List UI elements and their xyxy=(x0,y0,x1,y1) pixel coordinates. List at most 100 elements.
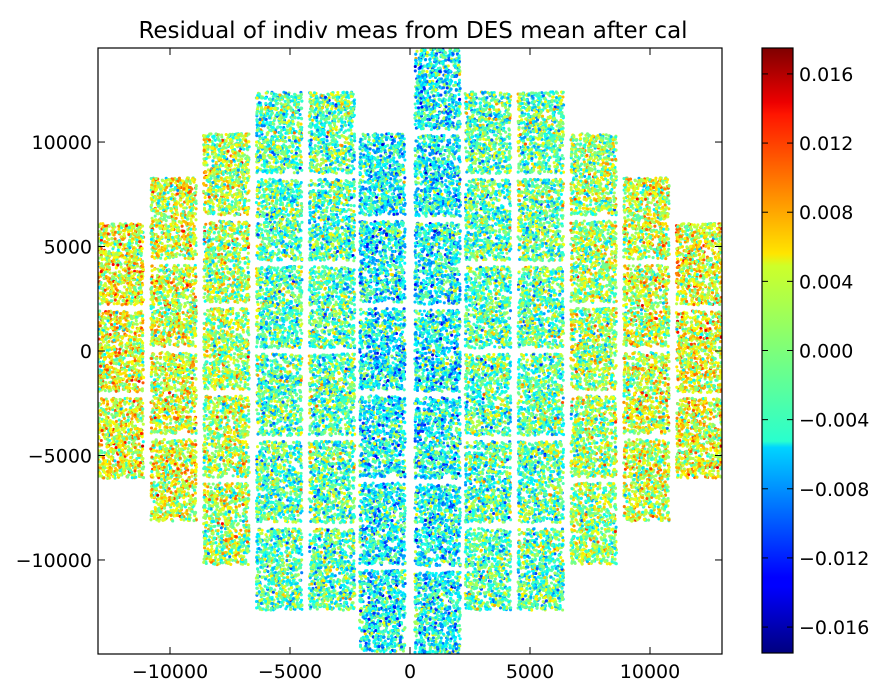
data-point xyxy=(178,177,181,180)
data-point xyxy=(141,236,144,239)
data-point xyxy=(116,369,119,372)
data-point xyxy=(119,398,122,401)
data-point xyxy=(185,410,188,413)
data-point xyxy=(117,248,120,251)
data-point xyxy=(157,250,160,253)
data-point xyxy=(170,442,173,445)
data-point xyxy=(138,287,141,290)
data-point xyxy=(170,271,173,274)
data-point xyxy=(173,247,176,250)
data-point xyxy=(154,329,157,332)
data-point xyxy=(128,252,131,255)
data-point xyxy=(193,502,196,505)
data-point xyxy=(180,325,183,328)
data-point xyxy=(160,386,163,389)
data-point xyxy=(135,355,138,358)
data-point xyxy=(128,242,131,245)
data-point xyxy=(194,367,197,370)
data-point xyxy=(110,294,113,297)
data-point xyxy=(122,224,125,227)
data-point xyxy=(185,443,188,446)
data-point xyxy=(168,331,171,334)
data-point xyxy=(130,255,133,258)
data-point xyxy=(159,356,162,359)
data-point xyxy=(118,274,121,277)
data-point xyxy=(189,303,192,306)
data-point xyxy=(160,231,163,234)
data-point xyxy=(112,311,115,314)
data-point xyxy=(151,330,154,333)
data-point xyxy=(139,397,142,400)
data-point xyxy=(172,504,175,507)
data-point xyxy=(123,417,126,420)
data-point xyxy=(100,451,103,454)
data-point xyxy=(159,227,162,230)
data-point xyxy=(142,368,145,371)
data-point xyxy=(181,371,184,374)
data-point xyxy=(161,519,164,522)
data-point xyxy=(120,428,123,431)
data-point xyxy=(194,451,197,454)
data-point xyxy=(119,445,122,448)
data-point xyxy=(155,221,158,224)
data-point xyxy=(122,421,125,424)
data-point xyxy=(100,379,103,382)
data-point xyxy=(141,341,144,344)
data-point xyxy=(153,484,156,487)
data-point xyxy=(193,323,196,326)
data-point xyxy=(135,433,138,436)
data-point xyxy=(100,236,103,239)
data-point xyxy=(181,377,184,380)
data-point xyxy=(191,387,194,390)
data-point xyxy=(163,507,166,510)
data-point xyxy=(128,374,131,377)
data-point xyxy=(107,303,110,306)
data-point xyxy=(180,331,183,334)
data-point xyxy=(120,424,123,427)
data-point xyxy=(185,493,188,496)
data-point xyxy=(172,308,175,311)
data-point xyxy=(167,236,170,239)
data-point xyxy=(150,389,153,392)
data-point xyxy=(105,312,108,315)
data-point xyxy=(181,248,184,251)
data-point xyxy=(141,328,144,331)
data-point xyxy=(174,181,177,184)
data-point xyxy=(190,354,193,357)
data-point xyxy=(150,366,153,369)
data-point xyxy=(106,470,109,473)
data-point xyxy=(105,229,108,232)
data-point xyxy=(188,266,191,269)
data-point xyxy=(119,263,122,266)
data-point xyxy=(168,216,171,219)
data-point xyxy=(123,294,126,297)
data-point xyxy=(185,403,188,406)
data-point xyxy=(188,438,191,441)
data-point xyxy=(174,421,177,424)
data-point xyxy=(100,338,103,341)
data-point xyxy=(127,419,130,422)
data-point xyxy=(118,252,121,255)
data-point xyxy=(191,510,194,513)
data-point xyxy=(182,399,185,402)
data-point xyxy=(122,453,125,456)
data-point xyxy=(185,379,188,382)
data-point xyxy=(135,242,138,245)
data-point xyxy=(171,218,174,221)
data-point xyxy=(179,382,182,385)
data-point xyxy=(150,305,153,308)
data-point xyxy=(131,476,134,479)
data-point xyxy=(195,184,198,187)
data-point xyxy=(184,363,187,366)
data-point xyxy=(164,200,167,203)
data-point xyxy=(180,391,183,394)
data-point xyxy=(128,441,131,444)
data-point xyxy=(179,452,182,455)
data-point xyxy=(173,291,176,294)
data-point xyxy=(129,428,132,431)
data-point xyxy=(112,228,115,231)
data-point xyxy=(165,315,168,318)
data-point xyxy=(151,193,154,196)
data-point xyxy=(130,266,133,269)
data-point xyxy=(126,282,129,285)
